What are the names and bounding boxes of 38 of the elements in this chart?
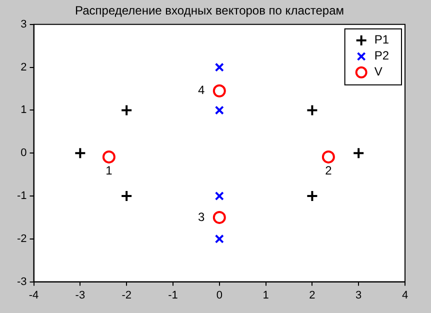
point [214, 62, 224, 72]
point [352, 147, 365, 160]
annotation: 1 [106, 163, 113, 178]
y-tick-label: 1 [20, 104, 27, 116]
x-tick-label: 2 [309, 289, 316, 302]
x-tick-label: 3 [356, 289, 362, 302]
legend-label: P1 [374, 32, 390, 47]
point [74, 147, 86, 160]
point [120, 190, 133, 202]
y-tick-label: 3 [20, 18, 27, 30]
point [102, 150, 116, 164]
y-tick-label: -1 [17, 190, 27, 202]
point [214, 106, 224, 115]
point [214, 234, 224, 244]
point [214, 191, 224, 201]
point [306, 190, 318, 202]
point [212, 210, 226, 224]
x-tick-label: -2 [122, 289, 132, 302]
point [322, 150, 335, 164]
x-tick-label: -1 [168, 289, 178, 302]
y-tick-label: 0 [20, 147, 27, 160]
legend-label: V [374, 64, 382, 79]
x-tick-label: 0 [216, 289, 222, 302]
y-tick-label: -3 [17, 276, 27, 288]
y-tick-label: -2 [17, 232, 27, 245]
y-tick-label: 2 [20, 61, 27, 74]
annotation: 3 [198, 210, 206, 224]
annotation: 2 [325, 163, 332, 178]
legend-label: P2 [374, 48, 390, 63]
x-tick-label: -3 [75, 289, 86, 302]
point [306, 104, 318, 116]
chart-title: Распределение входных векторов по кластерам [75, 4, 344, 18]
point [212, 84, 226, 98]
x-tick-label: 4 [402, 289, 408, 302]
point [120, 104, 133, 116]
x-tick-label: -4 [28, 289, 39, 302]
x-tick-label: 1 [262, 289, 269, 302]
annotation: 4 [198, 83, 206, 98]
